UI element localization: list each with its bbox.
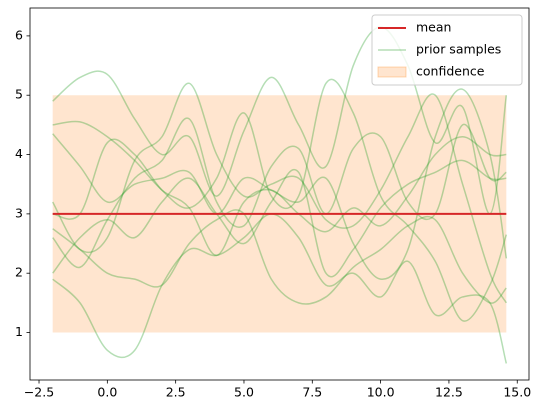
y-tick-label: 1 [15,324,23,339]
x-tick-label: 5.0 [234,385,254,400]
x-tick-label: 0.0 [97,385,117,400]
y-tick-label: 2 [15,265,23,280]
sample-line [52,82,507,304]
x-tick-label: 12.5 [435,385,463,400]
x-tick-label: −2.5 [24,385,54,400]
x-tick-label: 2.5 [166,385,186,400]
sample-line [52,209,507,305]
legend-swatch [377,66,407,78]
sample-line [52,120,507,257]
sample-line [52,78,508,322]
legend-box [371,14,523,86]
sample-line [52,117,507,269]
sample-line [52,213,508,364]
legend-label: prior samples [416,42,501,57]
sample-line [52,26,508,215]
x-tick-label: 10.0 [367,385,395,400]
legend-label: mean [416,20,451,35]
y-tick-label: 3 [15,205,23,220]
x-tick-label: 15.0 [503,385,531,400]
y-tick-label: 6 [15,27,23,42]
y-tick-label: 5 [15,87,23,102]
legend-label: confidence [416,64,485,79]
y-tick-label: 4 [15,146,23,161]
sample-line [52,88,508,280]
axes-frame [29,7,530,381]
x-tick-label: 7.5 [302,385,322,400]
sample-line [52,159,507,278]
